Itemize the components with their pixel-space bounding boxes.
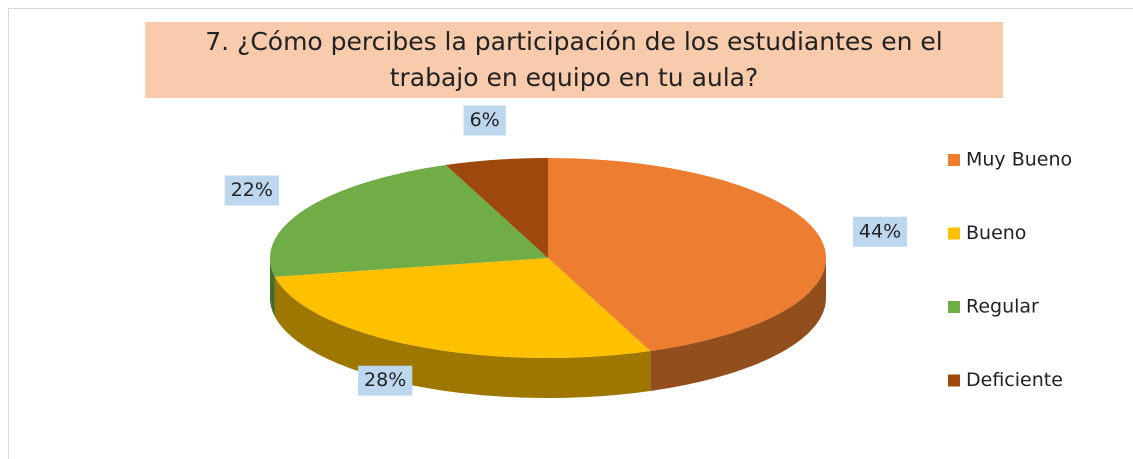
legend-swatch bbox=[948, 374, 960, 387]
data-label-text: 44% bbox=[859, 220, 901, 242]
legend-swatch bbox=[948, 227, 960, 240]
legend-swatch bbox=[948, 301, 960, 313]
data-label: 44% bbox=[852, 216, 908, 247]
slice-side bbox=[650, 258, 826, 391]
data-label: 6% bbox=[463, 105, 506, 136]
data-label: 28% bbox=[358, 365, 413, 396]
data-label-box bbox=[463, 105, 506, 136]
data-label-box bbox=[852, 216, 908, 247]
data-label-text: 28% bbox=[364, 369, 406, 391]
slice bbox=[270, 165, 548, 277]
legend-label: Deficiente bbox=[966, 369, 1063, 391]
chart-frame bbox=[8, 8, 1133, 459]
slice bbox=[445, 158, 548, 258]
data-label-box bbox=[224, 175, 279, 206]
slice bbox=[274, 258, 651, 358]
legend-swatch bbox=[948, 154, 960, 166]
data-label-text: 6% bbox=[470, 109, 500, 131]
legend-label: Regular bbox=[966, 296, 1039, 318]
legend-label: Bueno bbox=[966, 222, 1026, 244]
data-label-text: 22% bbox=[231, 179, 273, 201]
data-label: 22% bbox=[224, 175, 279, 206]
slice bbox=[548, 158, 826, 351]
slice-side bbox=[270, 258, 275, 317]
chart-title: 7. ¿Cómo percibes la participación de lo… bbox=[145, 22, 1003, 98]
data-label-box bbox=[358, 365, 413, 396]
legend-label: Muy Bueno bbox=[966, 149, 1072, 171]
